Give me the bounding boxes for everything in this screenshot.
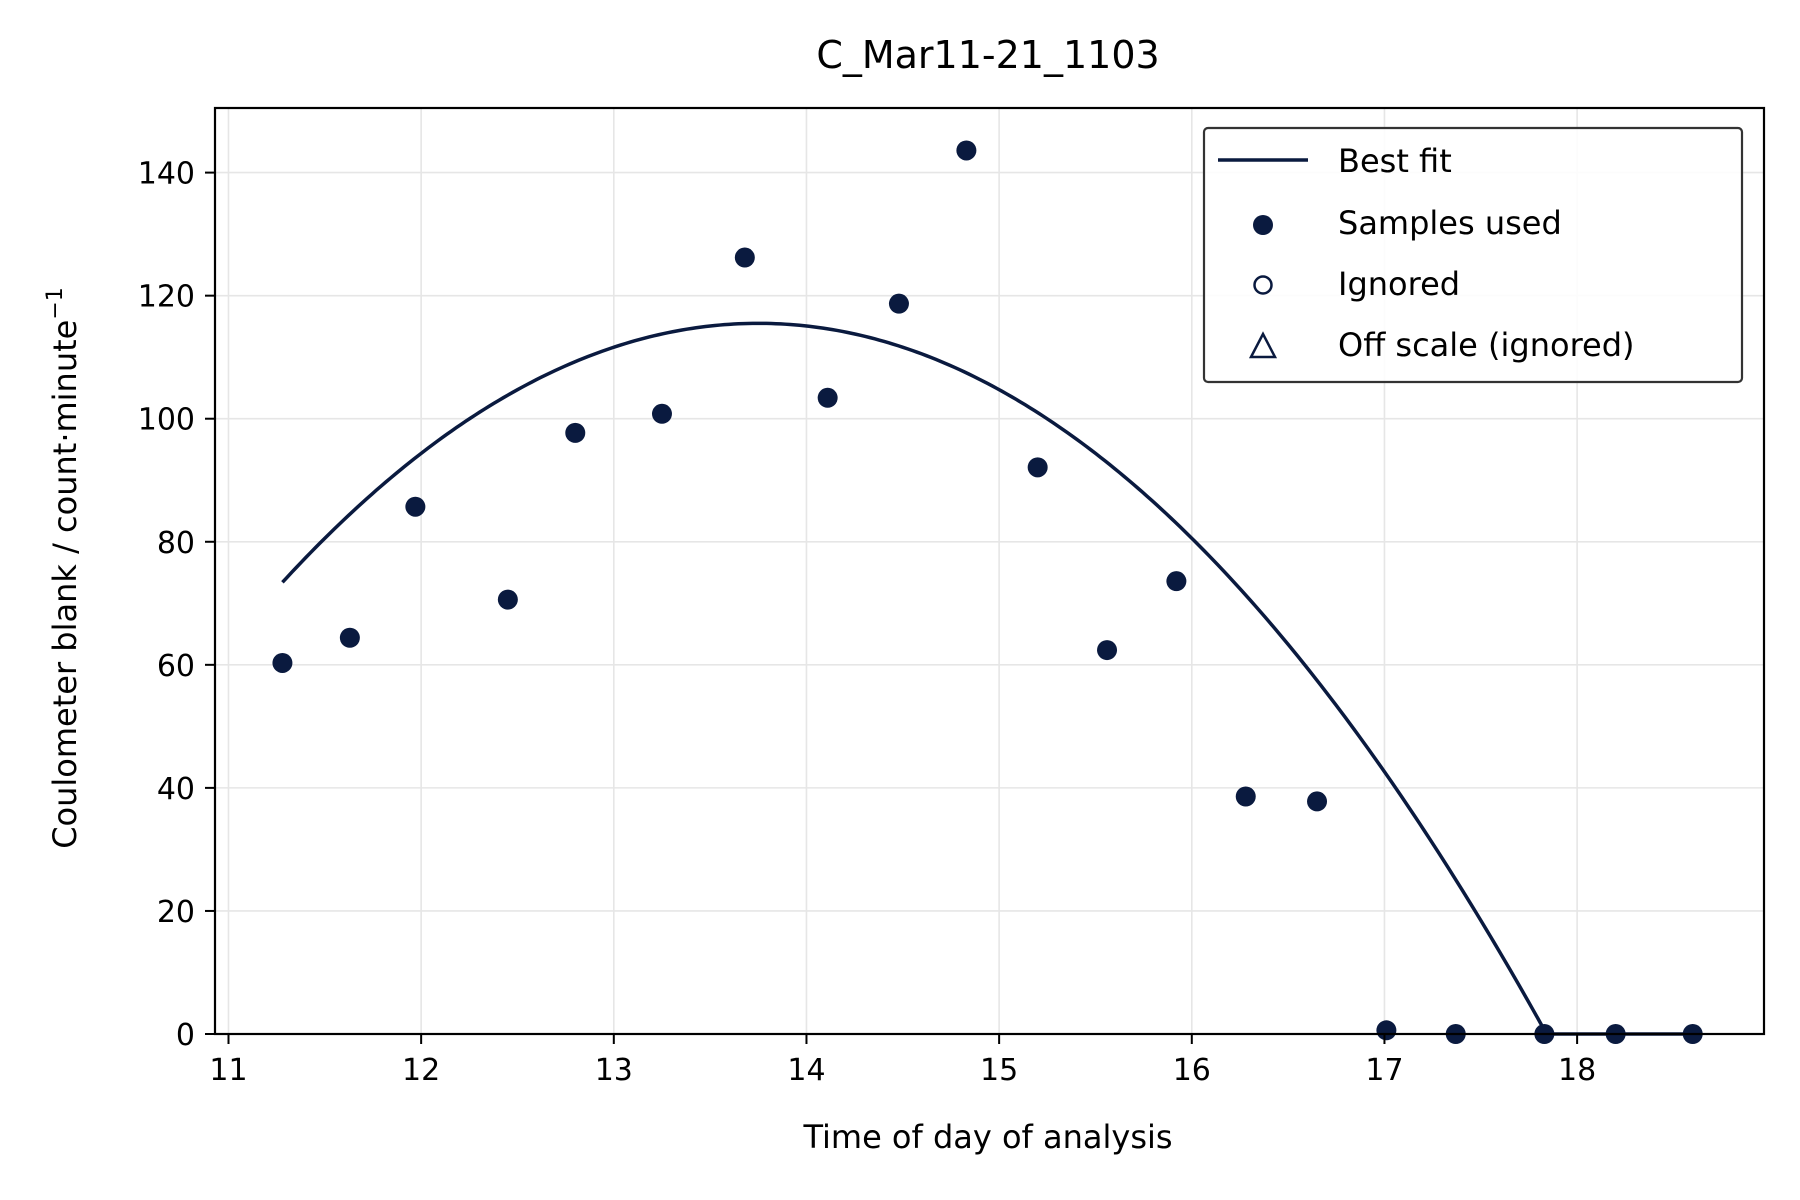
x-tick-label: 13 [595,1053,633,1088]
sample-point [651,403,672,424]
legend-swatch-ignored [1253,275,1273,295]
samples-used-layer [272,140,1703,1044]
sample-point [405,496,426,517]
legend-label-off-scale: Off scale (ignored) [1338,326,1635,364]
y-tick-label: 100 [138,403,195,438]
legend-label-best-fit: Best fit [1338,142,1452,180]
x-tick-label: 11 [209,1053,247,1088]
legend-swatch-samples-used [1253,215,1273,235]
grid [215,108,1764,1035]
y-axis-label: Coulometer blank / count·minute−1 [43,287,84,849]
sample-point [565,422,586,443]
chart-title: C_Mar11-21_1103 [816,33,1159,77]
x-tick-label: 16 [1173,1053,1211,1088]
x-tick-label: 17 [1365,1053,1403,1088]
best-fit-line [281,321,1693,1036]
legend-swatch-off-scale [1248,331,1278,359]
legend-label-ignored: Ignored [1338,265,1460,303]
x-tick-label: 14 [787,1053,825,1088]
best-fit-layer [281,321,1693,1036]
y-tick-label: 60 [157,649,195,684]
y-tick-label: 20 [157,895,195,930]
sample-point [817,387,838,408]
legend-label-samples-used: Samples used [1338,204,1562,242]
legend-box [1202,126,1744,384]
sample-point [1307,791,1328,812]
sample-point [1376,1020,1397,1041]
plot-area [213,106,1766,1036]
sample-point [497,589,518,610]
y-axis: 0 20 40 60 80 100 120 140 [138,157,215,1053]
y-tick-label: 140 [138,157,195,192]
y-tick-label: 80 [157,526,195,561]
x-tick-label: 18 [1558,1053,1596,1088]
x-tick-label: 15 [980,1053,1018,1088]
sample-point [1235,786,1256,807]
y-tick-label: 0 [176,1018,195,1053]
sample-point [734,247,755,268]
sample-point [339,627,360,648]
y-tick-label: 40 [157,772,195,807]
legend: Best fit Samples used Ignored Off scale … [1202,126,1744,384]
y-axis-label-main: Coulometer blank / count·minute [46,320,84,849]
sample-point [1097,640,1118,661]
x-tick-label: 12 [402,1053,440,1088]
sample-point [1166,571,1187,592]
x-axis: 11 12 13 14 15 16 17 18 [209,1034,1596,1088]
sample-point [888,293,909,314]
y-axis-label-superscript: −1 [43,287,68,319]
x-axis-label: Time of day of analysis [802,1118,1172,1156]
y-tick-label: 120 [138,280,195,315]
sample-point [1027,457,1048,478]
sample-point [956,140,977,161]
sample-point [272,652,293,673]
